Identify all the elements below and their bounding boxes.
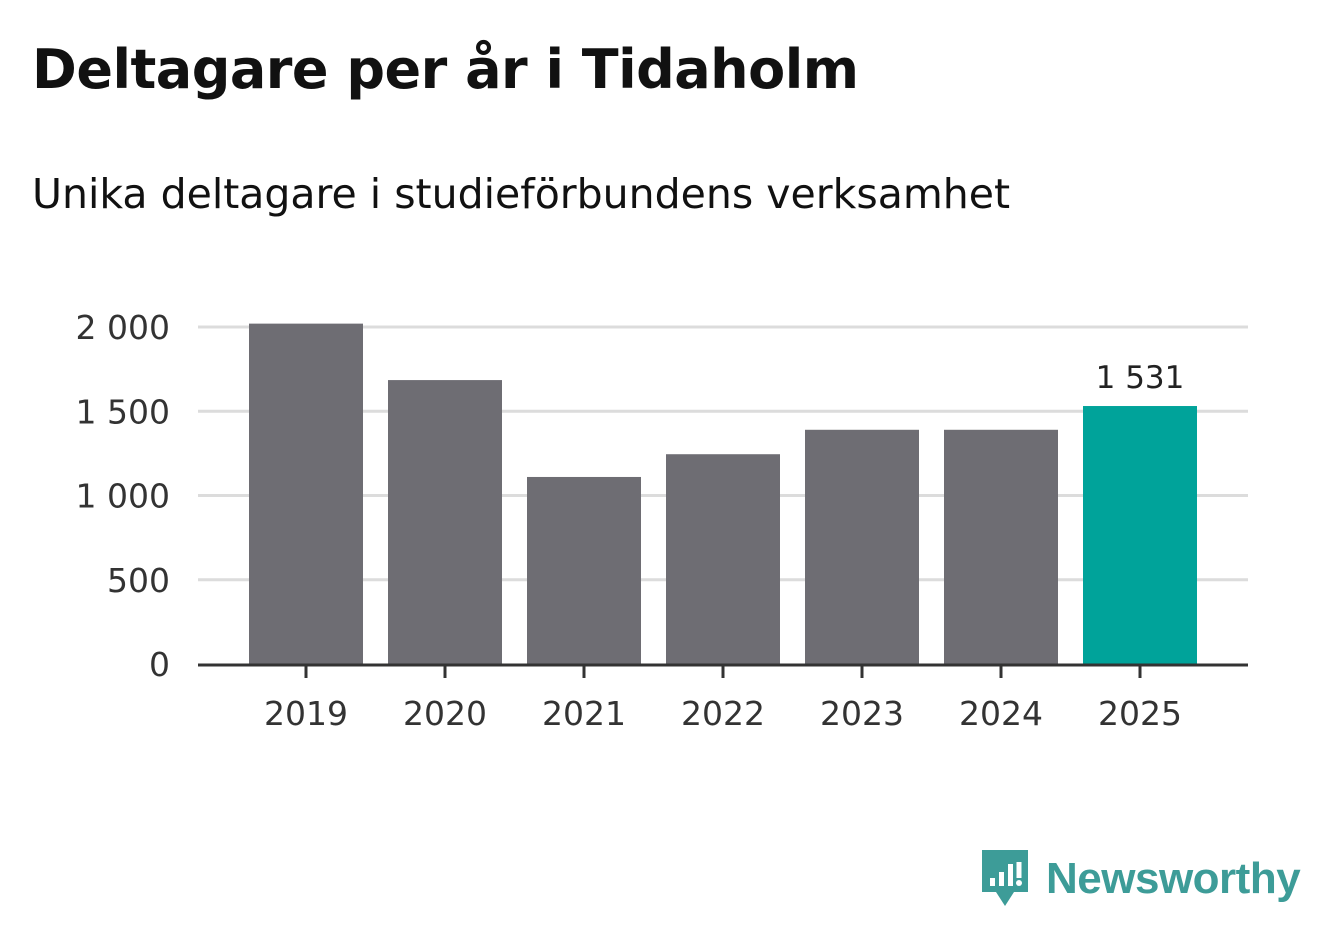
bar-chart: 0 500 1 000 1 500 2 000 2019 2020 2021 2022 2023… — [76, 308, 1248, 733]
x-tick-label: 2025 — [1098, 694, 1182, 733]
bar-2019 — [249, 323, 363, 664]
y-tick-label: 2 000 — [76, 308, 170, 347]
y-tick-label: 500 — [107, 561, 170, 600]
bar-2023 — [805, 429, 919, 664]
brand-name: Newsworthy — [1046, 854, 1301, 903]
x-tick-label: 2022 — [681, 694, 765, 733]
y-tick-label: 1 000 — [76, 477, 170, 516]
chart-subtitle: Unika deltagare i studieförbundens verks… — [32, 170, 1011, 218]
bar-2025 — [1083, 406, 1197, 664]
x-tick-label: 2023 — [820, 694, 904, 733]
bars — [249, 323, 1197, 664]
bar-2022 — [666, 454, 780, 664]
chart-title: Deltagare per år i Tidaholm — [32, 38, 859, 101]
x-axis-ticks: 2019 2020 2021 2022 2023 2024 2025 — [264, 666, 1182, 733]
bar-2021 — [527, 476, 641, 664]
y-tick-label: 1 500 — [76, 392, 170, 431]
data-label-2025: 1 531 — [1096, 360, 1185, 396]
y-tick-label: 0 — [149, 645, 170, 684]
x-tick-label: 2019 — [264, 694, 348, 733]
x-tick-label: 2024 — [959, 694, 1043, 733]
bar-2020 — [388, 380, 502, 664]
x-tick-label: 2020 — [403, 694, 487, 733]
y-axis-ticks: 0 500 1 000 1 500 2 000 — [76, 308, 170, 684]
x-tick-label: 2021 — [542, 694, 626, 733]
brand-logo: Newsworthy — [980, 848, 1301, 910]
bar-2024 — [944, 429, 1058, 664]
annotations: 1 531 — [1096, 360, 1185, 396]
newsworthy-logo-icon — [982, 850, 1028, 906]
